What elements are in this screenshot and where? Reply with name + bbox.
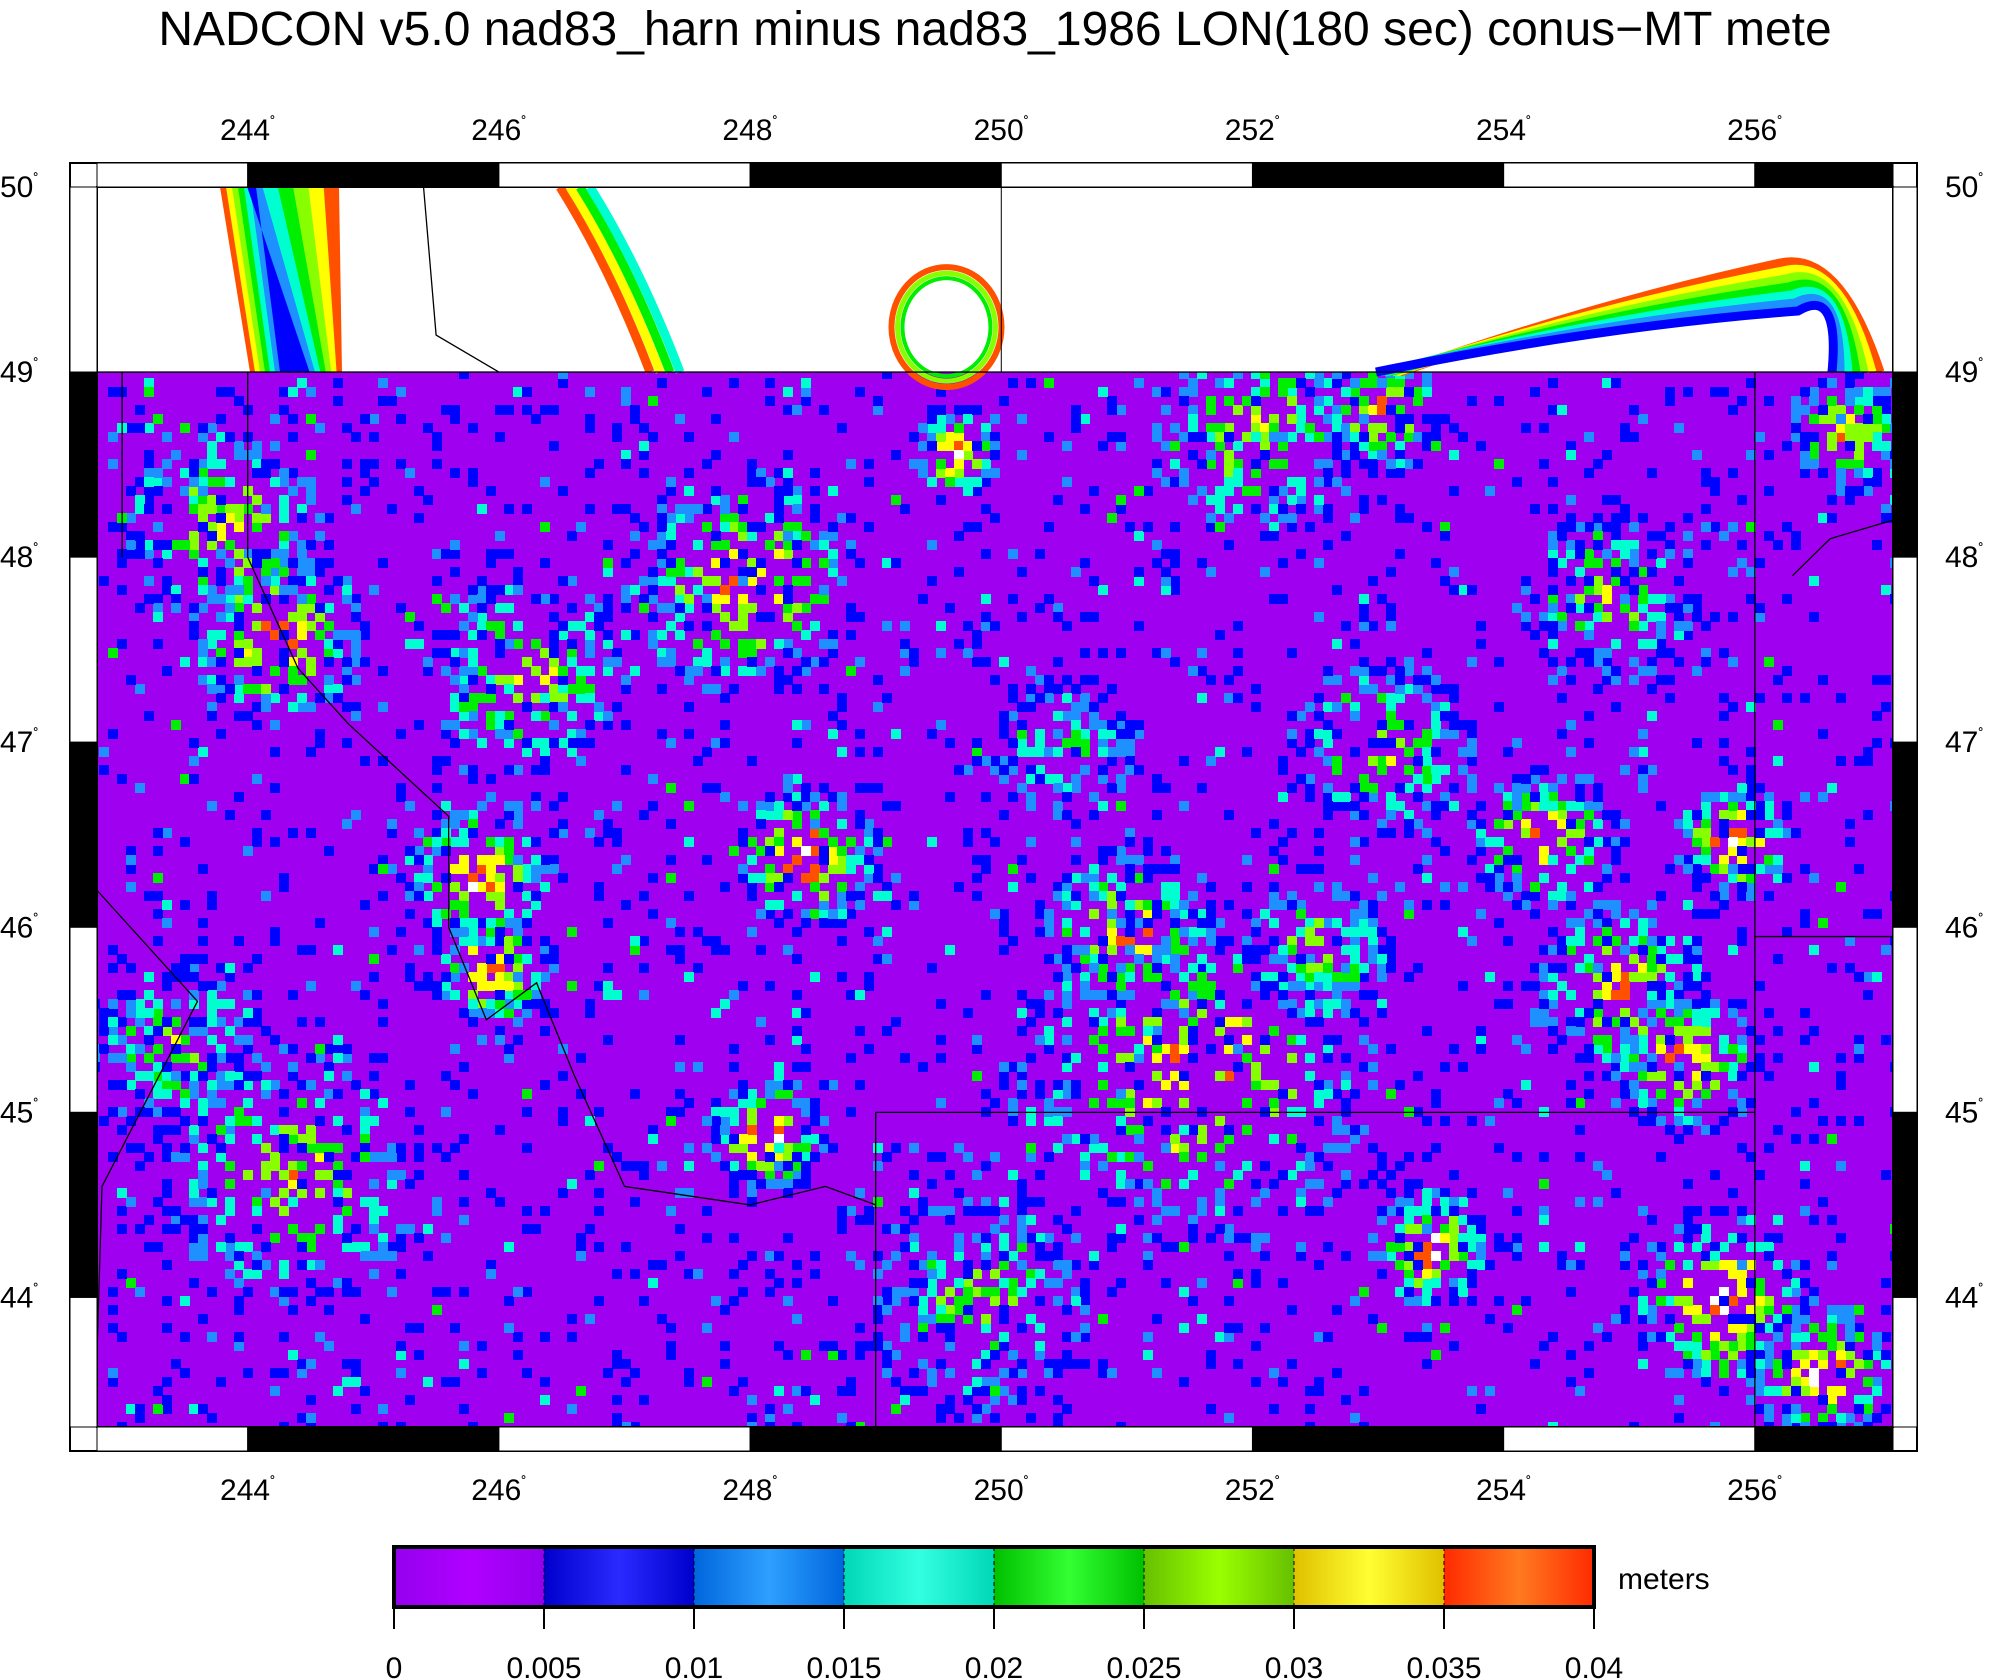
lon-tick-label-bottom: 252˚ — [1225, 1474, 1280, 1507]
lat-tick-label-right: 44˚ — [1945, 1281, 1984, 1314]
lat-tick-label-left: 50˚ — [0, 171, 39, 204]
frame-bar-bottom — [1251, 1426, 1505, 1452]
colorbar-tick-label: 0.005 — [506, 1652, 581, 1679]
frame-bar-top — [96, 162, 249, 188]
frame-bar-top — [1503, 162, 1756, 188]
lon-tick-label-top: 254˚ — [1476, 114, 1531, 147]
lon-tick-label-top: 246˚ — [471, 114, 526, 147]
colorbar-tick-label: 0.01 — [665, 1652, 723, 1679]
map-frame — [69, 162, 1918, 1452]
lat-tick-label-right: 50˚ — [1945, 171, 1984, 204]
colorbar-tick-label: 0.02 — [965, 1652, 1023, 1679]
colorbar-segment — [994, 1547, 1144, 1607]
lon-tick-label-bottom: 254˚ — [1476, 1474, 1531, 1507]
lon-tick-label-top: 256˚ — [1727, 114, 1782, 147]
colorbar-segment — [1294, 1547, 1444, 1607]
colorbar-tick-label: 0.03 — [1265, 1652, 1323, 1679]
lon-tick-label-bottom: 250˚ — [974, 1474, 1029, 1507]
river-boundary — [1792, 519, 1894, 577]
lon-tick-label-bottom: 248˚ — [722, 1474, 777, 1507]
mt-id-border — [247, 372, 876, 1206]
lat-tick-label-right: 47˚ — [1945, 726, 1984, 759]
colorbar-segment — [544, 1547, 694, 1607]
continental-divide — [422, 186, 500, 373]
colorbar-segment — [844, 1547, 994, 1607]
frame-bar-bottom — [1000, 1426, 1253, 1452]
lon-tick-label-bottom: 246˚ — [471, 1474, 526, 1507]
lat-tick-label-left: 49˚ — [0, 356, 39, 389]
lat-tick-label-left: 46˚ — [0, 911, 39, 944]
colorbar-tick-label: 0.015 — [806, 1652, 881, 1679]
frame-bar-left — [69, 556, 98, 743]
frame-bar-right — [1892, 741, 1918, 928]
data-field — [97, 372, 1893, 1428]
lat-tick-label-left: 44˚ — [0, 1281, 39, 1314]
lon-tick-label-top: 252˚ — [1225, 114, 1280, 147]
frame-bar-top — [749, 162, 1002, 188]
frame-bar-bottom — [247, 1426, 500, 1452]
frame-bar-right — [1892, 1111, 1918, 1298]
lon-tick-label-top: 248˚ — [722, 114, 777, 147]
colorbar-tick-label: 0 — [386, 1652, 403, 1679]
frame-bar-bottom — [498, 1426, 751, 1452]
frame-bar-left — [69, 1111, 98, 1298]
frame-bar-right — [1892, 1296, 1918, 1428]
frame-bar-bottom — [749, 1426, 1002, 1452]
frame-bar-left — [69, 186, 98, 373]
lat-tick-label-right: 48˚ — [1945, 541, 1984, 574]
frame-bar-top — [1000, 162, 1253, 188]
frame-bar-bottom — [1754, 1426, 1894, 1452]
frame-bar-left — [69, 926, 98, 1113]
frame-bar-top — [498, 162, 751, 188]
north-contours — [220, 184, 1885, 391]
frame-bar-bottom — [96, 1426, 249, 1452]
lon-tick-label-top: 244˚ — [220, 114, 275, 147]
field-cells — [97, 372, 1893, 1428]
frame-bar-top — [1251, 162, 1505, 188]
id-or-border — [96, 889, 199, 1353]
colorbar-segment — [1144, 1547, 1294, 1607]
frame-bar-bottom — [1503, 1426, 1756, 1452]
colorbar-segment — [694, 1547, 844, 1607]
colorbar: 0 0.005 0.01 0.015 0.02 0.025 0.03 0.035 0.04 met… — [386, 1545, 1710, 1679]
lat-tick-label-left: 48˚ — [0, 541, 39, 574]
lat-tick-label-left: 45˚ — [0, 1096, 39, 1129]
lat-tick-label-left: 47˚ — [0, 726, 39, 759]
frame-bar-right — [1892, 371, 1918, 558]
frame-bar-top — [247, 162, 500, 188]
colorbar-unit-label: meters — [1618, 1563, 1710, 1596]
axis-ticks: 244˚ 244˚ 246˚ 246˚ 248˚ 248˚ 250˚ 250˚ 252˚ 252˚… — [0, 114, 1984, 1507]
colorbar-tick-label: 0.04 — [1565, 1652, 1623, 1679]
frame-bar-left — [69, 1296, 98, 1428]
map-title: NADCON v5.0 nad83_harn minus nad83_1986 … — [158, 3, 1832, 56]
lon-tick-label-bottom: 256˚ — [1727, 1474, 1782, 1507]
state-boundaries — [96, 186, 1894, 1427]
lat-tick-label-right: 46˚ — [1945, 911, 1984, 944]
colorbar-tick-label: 0.025 — [1106, 1652, 1181, 1679]
lon-tick-label-bottom: 244˚ — [220, 1474, 275, 1507]
frame-bar-left — [69, 741, 98, 928]
lon-tick-label-top: 250˚ — [974, 114, 1029, 147]
colorbar-segment — [1444, 1547, 1594, 1607]
frame-bar-left — [69, 371, 98, 558]
lat-tick-label-right: 45˚ — [1945, 1096, 1984, 1129]
frame-bar-right — [1892, 556, 1918, 743]
frame-bar-top — [1754, 162, 1894, 188]
lat-tick-label-right: 49˚ — [1945, 356, 1984, 389]
colorbar-tick-label: 0.035 — [1406, 1652, 1481, 1679]
frame-bar-right — [1892, 186, 1918, 373]
frame-bar-right — [1892, 926, 1918, 1113]
colorbar-segment — [394, 1547, 544, 1607]
